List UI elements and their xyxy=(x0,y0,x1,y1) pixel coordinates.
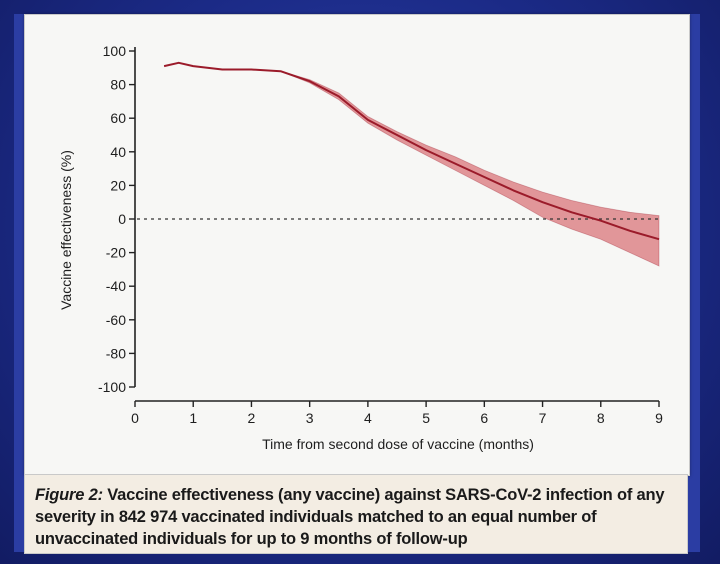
x-tick-label: 8 xyxy=(597,410,605,426)
y-tick-label: 80 xyxy=(110,77,126,93)
figure-label: Figure 2: xyxy=(35,486,103,504)
figure-caption: Figure 2: Vaccine effectiveness (any vac… xyxy=(35,484,677,550)
figure-panel: 100 80 60 40 20 0 -20 -40 -60 -80 -100 0 1 2 3 4 5 6 7 8 9 T… xyxy=(24,14,690,476)
y-axis-title: Vaccine effectiveness (%) xyxy=(58,150,74,310)
confidence-band xyxy=(164,62,660,267)
x-tick-label: 7 xyxy=(539,410,547,426)
effectiveness-line xyxy=(163,61,660,241)
x-tick-label: 1 xyxy=(189,410,197,426)
y-tick-label: 60 xyxy=(110,110,126,126)
x-tick-label: 3 xyxy=(306,410,314,426)
x-tick-label: 6 xyxy=(480,410,488,426)
y-tick-label: -60 xyxy=(106,312,126,328)
x-tick-label: 4 xyxy=(364,410,372,426)
y-tick-label: 40 xyxy=(110,144,126,160)
y-tick-label: 0 xyxy=(118,211,126,227)
figure-caption-box: Figure 2: Vaccine effectiveness (any vac… xyxy=(24,474,688,554)
figure-caption-text: Vaccine effectiveness (any vaccine) agai… xyxy=(35,486,665,548)
y-tick-label: 20 xyxy=(110,177,126,193)
x-tick-label: 2 xyxy=(248,410,256,426)
x-axis-title: Time from second dose of vaccine (months… xyxy=(262,436,534,452)
y-tick-label: -100 xyxy=(98,379,126,395)
x-tick-label: 0 xyxy=(131,410,139,426)
x-tick-label: 5 xyxy=(422,410,430,426)
x-tick-label: 9 xyxy=(655,410,663,426)
y-tick-label: -40 xyxy=(106,278,126,294)
y-tick-label: -80 xyxy=(106,345,126,361)
effectiveness-chart: 100 80 60 40 20 0 -20 -40 -60 -80 -100 0 1 2 3 4 5 6 7 8 9 T… xyxy=(58,43,663,452)
y-tick-label: -20 xyxy=(106,245,126,261)
y-tick-label: 100 xyxy=(103,43,127,59)
